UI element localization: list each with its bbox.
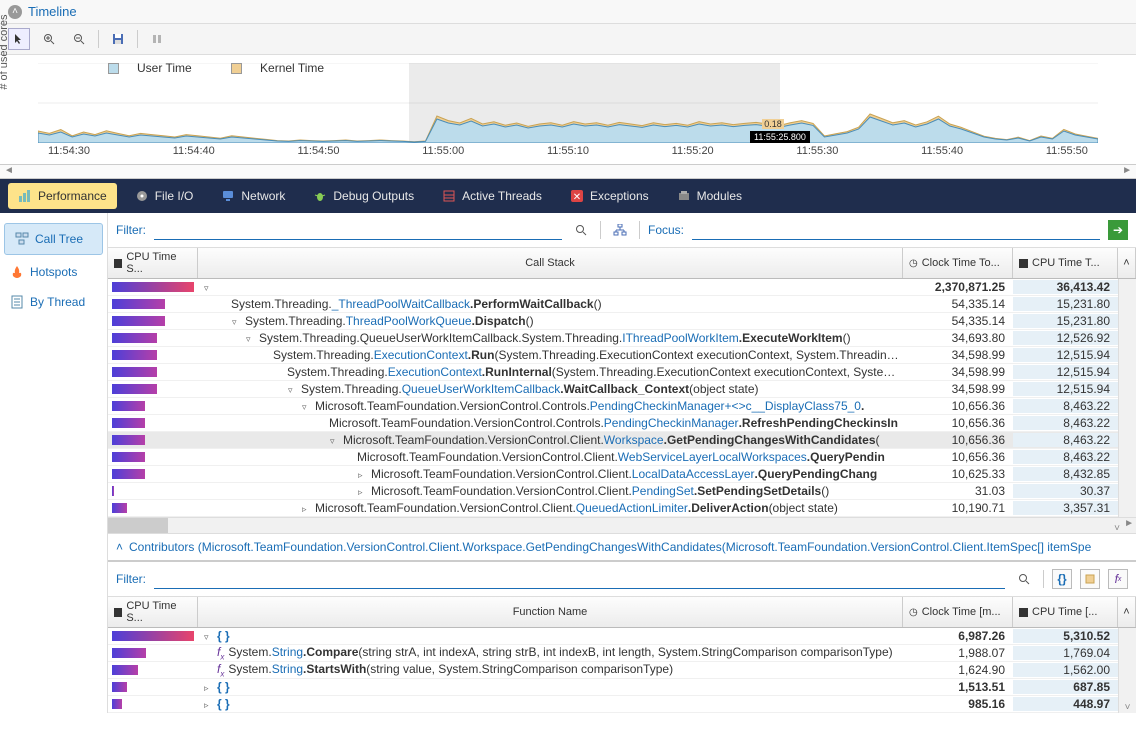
header-fn[interactable]: Function Name bbox=[513, 606, 588, 618]
table-row[interactable]: ▿{ }6,987.265,310.52 bbox=[108, 628, 1118, 645]
y-axis-label: # of used cores bbox=[0, 14, 10, 89]
contributors-row: ˄ Contributors (Microsoft.TeamFoundation… bbox=[108, 533, 1136, 560]
header-stack[interactable]: Call Stack bbox=[525, 257, 575, 269]
bottom-filter-row: Filter: {} fx bbox=[108, 562, 1136, 597]
nav-hotspots[interactable]: Hotspots bbox=[0, 257, 107, 287]
collapse-icon[interactable]: ˄ bbox=[8, 5, 22, 19]
timeline-chart[interactable]: # of used cores User Time Kernel Time 02… bbox=[0, 55, 1136, 165]
table-row[interactable]: ▹{ }1,513.51687.85 bbox=[108, 679, 1118, 696]
chart-legend: User Time Kernel Time bbox=[108, 61, 360, 75]
legend-kernel: Kernel Time bbox=[260, 61, 324, 75]
calltree-scrollbar[interactable] bbox=[1118, 279, 1136, 517]
focus-input[interactable] bbox=[692, 220, 1100, 240]
go-icon[interactable]: ➔ bbox=[1108, 220, 1128, 240]
header-clock2[interactable]: Clock Time [m... bbox=[922, 606, 1001, 618]
header-clock[interactable]: Clock Time To... bbox=[922, 257, 1000, 269]
table-row[interactable]: ▿Microsoft.TeamFoundation.VersionControl… bbox=[108, 398, 1118, 415]
svg-text:0.18: 0.18 bbox=[764, 119, 782, 129]
table-row[interactable]: ▿System.Threading.QueueUserWorkItemCallb… bbox=[108, 330, 1118, 347]
table-row[interactable]: ▹Microsoft.TeamFoundation.VersionControl… bbox=[108, 500, 1118, 517]
left-nav: Call TreeHotspotsBy Thread bbox=[0, 213, 108, 713]
search-icon[interactable] bbox=[570, 219, 592, 241]
filter-row: Filter: Focus: ➔ bbox=[108, 213, 1136, 248]
table-row[interactable]: System.Threading._ThreadPoolWaitCallback… bbox=[108, 296, 1118, 313]
calltree-hscroll[interactable]: ►˅ bbox=[108, 517, 1136, 533]
timeline-title: Timeline bbox=[28, 4, 77, 19]
calltree-headers: CPU Time S... Call Stack ◷Clock Time To.… bbox=[108, 248, 1136, 279]
functions-scrollbar[interactable]: ˅ bbox=[1118, 628, 1136, 713]
svg-text:11:55:25.800: 11:55:25.800 bbox=[754, 132, 806, 142]
function-rows: ▿{ }6,987.265,310.52fxSystem.String.Comp… bbox=[108, 628, 1118, 713]
nav-call-tree[interactable]: Call Tree bbox=[4, 223, 103, 255]
tab-file-i-o[interactable]: File I/O bbox=[125, 183, 204, 209]
tab-debug-outputs[interactable]: Debug Outputs bbox=[303, 183, 424, 209]
braces-icon[interactable]: {} bbox=[1052, 569, 1072, 589]
svg-text:✕: ✕ bbox=[573, 192, 581, 203]
header-bar[interactable]: CPU Time S... bbox=[126, 251, 191, 275]
class-icon[interactable] bbox=[1080, 569, 1100, 589]
focus-label: Focus: bbox=[648, 223, 684, 237]
table-row[interactable]: ▹{ }985.16448.97 bbox=[108, 696, 1118, 713]
header-cpu2[interactable]: CPU Time [... bbox=[1032, 606, 1097, 618]
timeline-header: ˄ Timeline bbox=[0, 0, 1136, 24]
nav-by-thread[interactable]: By Thread bbox=[0, 287, 107, 317]
table-row[interactable]: fxSystem.String.StartsWith(string value,… bbox=[108, 662, 1118, 679]
table-row[interactable]: ▿2,370,871.2536,413.42 bbox=[108, 279, 1118, 296]
timeline-toolbar bbox=[0, 24, 1136, 55]
table-row[interactable]: System.Threading.ExecutionContext.RunInt… bbox=[108, 364, 1118, 381]
filter-label: Filter: bbox=[116, 572, 146, 586]
bottom-filter-input[interactable] bbox=[154, 569, 1005, 589]
tab-modules[interactable]: Modules bbox=[667, 183, 752, 209]
table-row[interactable]: ▿System.Threading.ThreadPoolWorkQueue.Di… bbox=[108, 313, 1118, 330]
scroll-up-icon[interactable]: ˄ bbox=[1118, 248, 1136, 278]
table-row[interactable]: System.Threading.ExecutionContext.Run(Sy… bbox=[108, 347, 1118, 364]
filter-label: Filter: bbox=[116, 223, 146, 237]
pointer-tool-icon[interactable] bbox=[8, 28, 30, 50]
main-tabs: Performance File I/O Network Debug Outputs A… bbox=[0, 179, 1136, 213]
functions-headers: CPU Time S... Function Name ◷Clock Time … bbox=[108, 597, 1136, 628]
tab-network[interactable]: Network bbox=[211, 183, 295, 209]
header-cpu[interactable]: CPU Time T... bbox=[1032, 257, 1100, 269]
table-row[interactable]: Microsoft.TeamFoundation.VersionControl.… bbox=[108, 415, 1118, 432]
calltree-rows: ▿2,370,871.2536,413.42System.Threading._… bbox=[108, 279, 1118, 517]
tab-active-threads[interactable]: Active Threads bbox=[432, 183, 552, 209]
contributors-text[interactable]: Contributors (Microsoft.TeamFoundation.V… bbox=[129, 540, 1091, 554]
table-row[interactable]: ▿System.Threading.QueueUserWorkItemCallb… bbox=[108, 381, 1118, 398]
tab-exceptions[interactable]: ✕Exceptions bbox=[560, 183, 659, 209]
tab-performance[interactable]: Performance bbox=[8, 183, 117, 209]
collapse-icon[interactable]: ˄ bbox=[116, 540, 123, 554]
save-icon[interactable] bbox=[107, 28, 129, 50]
table-row[interactable]: Microsoft.TeamFoundation.VersionControl.… bbox=[108, 449, 1118, 466]
table-row[interactable]: ▿Microsoft.TeamFoundation.VersionControl… bbox=[108, 432, 1118, 449]
table-row[interactable]: ▹Microsoft.TeamFoundation.VersionControl… bbox=[108, 483, 1118, 500]
chart-hscroll[interactable]: ◄ ► bbox=[0, 165, 1136, 179]
filter-input[interactable] bbox=[154, 220, 562, 240]
hierarchy-icon[interactable] bbox=[609, 219, 631, 241]
legend-user: User Time bbox=[137, 61, 192, 75]
scroll-up-icon[interactable]: ˄ bbox=[1118, 597, 1136, 627]
search-icon[interactable] bbox=[1013, 568, 1035, 590]
table-row[interactable]: fxSystem.String.Compare(string strA, int… bbox=[108, 645, 1118, 662]
function-icon[interactable]: fx bbox=[1108, 569, 1128, 589]
zoom-in-icon[interactable] bbox=[38, 28, 60, 50]
zoom-out-icon[interactable] bbox=[68, 28, 90, 50]
pause-icon[interactable] bbox=[146, 28, 168, 50]
header-bar2[interactable]: CPU Time S... bbox=[126, 600, 191, 624]
x-axis-ticks: 11:54:3011:54:4011:54:5011:55:0011:55:10… bbox=[38, 145, 1098, 157]
table-row[interactable]: ▹Microsoft.TeamFoundation.VersionControl… bbox=[108, 466, 1118, 483]
